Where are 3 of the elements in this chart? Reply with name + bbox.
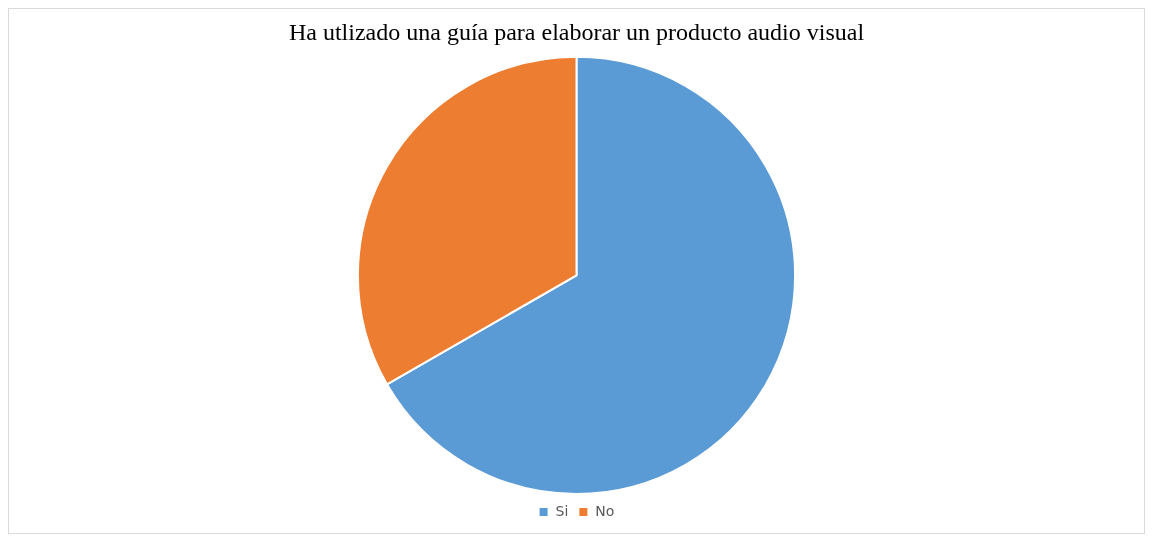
chart-title: Ha utlizado una guía para elaborar un producto audio visual xyxy=(288,18,865,45)
legend-label: Si xyxy=(555,502,569,519)
legend-label: No xyxy=(595,502,615,519)
